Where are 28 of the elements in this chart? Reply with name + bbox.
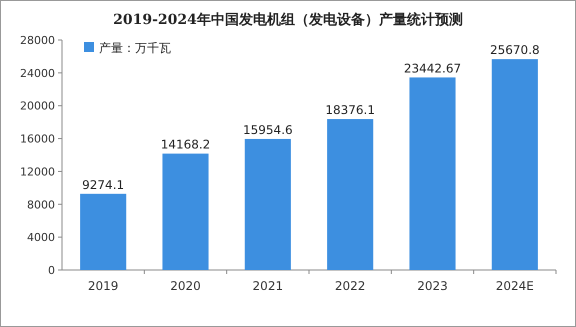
data-label: 25670.8 bbox=[490, 43, 540, 58]
chart-title: 2019-2024年中国发电机组（发电设备）产量统计预测 bbox=[113, 11, 463, 28]
x-tick-label: 2024E bbox=[496, 279, 534, 293]
y-tick-label: 8000 bbox=[27, 198, 55, 212]
y-tick-label: 12000 bbox=[20, 165, 55, 178]
y-tick-label: 4000 bbox=[27, 231, 55, 244]
y-tick-label: 0 bbox=[48, 264, 55, 277]
x-tick-label: 2019 bbox=[88, 279, 118, 293]
data-label: 23442.67 bbox=[404, 61, 462, 76]
bar bbox=[80, 194, 126, 270]
data-label: 9274.1 bbox=[82, 178, 124, 192]
x-tick-label: 2022 bbox=[334, 279, 366, 293]
y-tick-label: 20000 bbox=[20, 100, 55, 113]
x-tick-label: 2021 bbox=[252, 279, 284, 293]
bar bbox=[244, 138, 291, 270]
bar bbox=[327, 119, 374, 270]
bar bbox=[162, 154, 209, 270]
y-tick-label: 28000 bbox=[20, 34, 55, 47]
data-label: 15954.6 bbox=[243, 122, 293, 137]
bar bbox=[492, 59, 538, 270]
x-tick-label: 2020 bbox=[170, 279, 201, 293]
data-label: 14168.2 bbox=[160, 138, 210, 152]
x-tick-label: 2023 bbox=[417, 279, 448, 293]
y-tick-label: 16000 bbox=[20, 132, 55, 146]
bar bbox=[409, 77, 456, 270]
data-label: 18376.1 bbox=[325, 103, 375, 118]
legend-label: 产量：万千瓦 bbox=[99, 41, 171, 55]
y-tick-label: 24000 bbox=[20, 66, 55, 80]
